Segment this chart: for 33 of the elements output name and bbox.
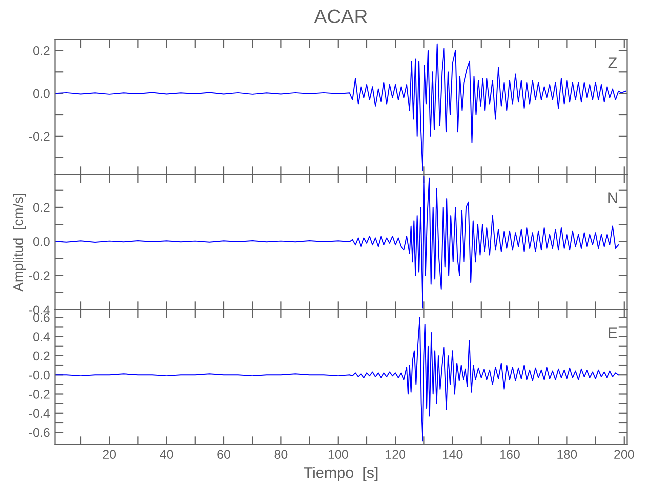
line-series <box>55 176 620 309</box>
y-tick-label: 0.6 <box>34 313 50 322</box>
x-tick-label: 100 <box>328 450 348 460</box>
y-axis-title: Amplitud [cm/s] <box>13 194 26 292</box>
annotation: N <box>608 192 618 204</box>
x-tick-label: 120 <box>386 450 406 460</box>
y-tick-label: 0.0 <box>34 89 50 98</box>
x-tick-label: 140 <box>443 450 463 460</box>
chart-title: ACAR <box>314 10 368 24</box>
y-tick-label: 0.2 <box>34 46 50 56</box>
x-tick-label: 80 <box>274 450 288 460</box>
y-tick-label: -0.2 <box>29 272 50 280</box>
y-tick-label: -0.4 <box>29 306 50 315</box>
x-tick-label: 40 <box>160 450 174 460</box>
annotation: Z <box>608 58 618 68</box>
y-tick-label: -0.2 <box>29 132 50 142</box>
line-series <box>55 44 626 172</box>
x-axis-title: Tiempo [s] <box>304 467 378 482</box>
y-tick-label: -0.4 <box>29 409 50 418</box>
x-tick-label: 160 <box>500 450 520 460</box>
x-tick-label: 200 <box>614 450 634 460</box>
x-tick-label: 180 <box>558 450 578 460</box>
y-tick-label: 0.2 <box>34 352 50 361</box>
line-series <box>55 317 620 442</box>
annotation: E <box>609 328 618 338</box>
y-tick-label: 0.2 <box>34 203 50 212</box>
x-tick-label: 60 <box>218 450 230 460</box>
y-tick-label: -0.0 <box>29 370 50 380</box>
y-tick-label: -0.2 <box>29 390 50 399</box>
y-tick-label: 0.0 <box>34 237 50 246</box>
x-tick-label: 20 <box>103 450 116 460</box>
y-tick-label: 0.4 <box>34 332 50 342</box>
y-tick-label: -0.6 <box>29 428 50 438</box>
